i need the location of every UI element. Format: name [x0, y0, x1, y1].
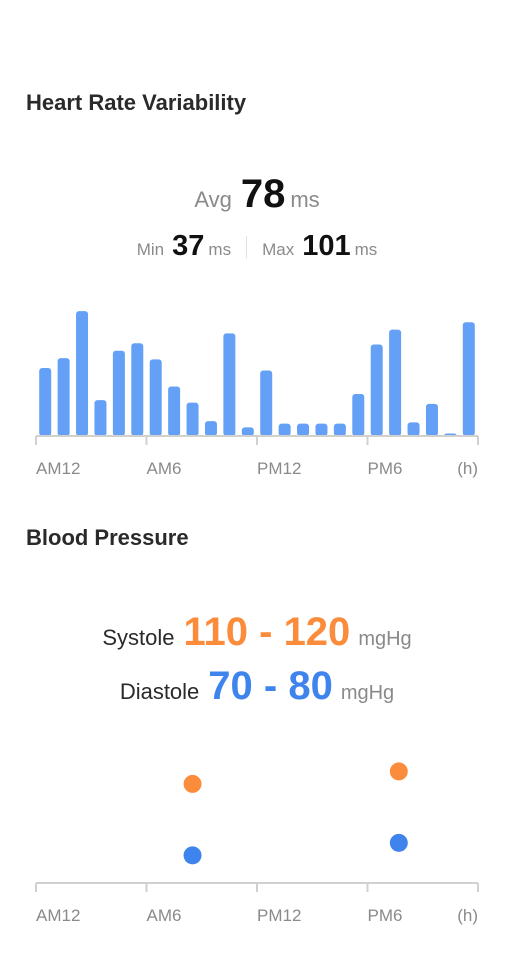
hrv-min-max: Min 37 ms Max 101 ms: [0, 230, 514, 263]
bp-section-title: Blood Pressure: [26, 525, 189, 550]
x-tick-label: AM6: [147, 906, 182, 925]
x-tick-label: PM12: [257, 459, 301, 478]
hrv-bar-chart: AM12 AM6 PM12 PM6 (h): [35, 311, 479, 478]
hrv-bar: [223, 333, 236, 436]
hrv-bar: [333, 423, 346, 436]
bp-point: [183, 846, 202, 865]
x-tick-label: PM6: [368, 459, 403, 478]
min-unit: ms: [208, 240, 232, 259]
hrv-bar: [186, 402, 199, 436]
hrv-bar: [131, 343, 144, 436]
hrv-bar: [112, 350, 125, 436]
diastole-row: Diastole 70 - 80 mgHg: [0, 664, 514, 709]
bp-point: [389, 762, 408, 781]
hrv-bar: [149, 359, 162, 436]
hrv-bar: [94, 400, 107, 436]
x-tick-label: AM12: [36, 459, 80, 478]
diastole-range: 70 - 80: [208, 664, 333, 708]
hrv-bar: [57, 358, 70, 436]
min-value: 37: [172, 230, 205, 262]
max-value: 101: [302, 230, 351, 262]
hrv-bar: [39, 368, 52, 436]
x-tick-label: AM6: [147, 459, 182, 478]
systole-row: Systole 110 - 120 mgHg: [0, 610, 514, 655]
x-tick-label: PM6: [368, 906, 403, 925]
x-tick-label: PM12: [257, 906, 301, 925]
diastole-label: Diastole: [119, 679, 200, 704]
max-label: Max: [262, 240, 295, 259]
systole-unit: mgHg: [358, 628, 412, 650]
hrv-bar: [297, 423, 310, 436]
min-max-divider: [246, 235, 248, 258]
hrv-bar: [425, 403, 438, 436]
hrv-bar: [260, 370, 273, 436]
systole-label: Systole: [102, 625, 175, 650]
hrv-bar: [168, 386, 181, 436]
systole-range: 110 - 120: [183, 610, 351, 654]
x-axis-unit-label: (h): [457, 906, 478, 925]
max-unit: ms: [354, 240, 378, 259]
bp-scatter-chart: AM12 AM6 PM12 PM6 (h): [35, 762, 479, 925]
avg-label: Avg: [194, 187, 232, 212]
hrv-bar: [352, 393, 365, 436]
min-label: Min: [136, 240, 165, 259]
diastole-unit: mgHg: [340, 682, 395, 704]
x-tick-label: AM12: [36, 906, 80, 925]
bp-point: [389, 833, 408, 852]
hrv-average: Avg 78 ms: [0, 172, 514, 217]
hrv-bar: [204, 421, 217, 436]
hrv-bar: [370, 344, 383, 436]
hrv-bar: [278, 423, 291, 436]
x-axis-unit-label: (h): [457, 459, 478, 478]
avg-value: 78: [240, 172, 286, 216]
hrv-bar: [76, 311, 89, 436]
hrv-bar: [241, 427, 254, 436]
hrv-bar: [389, 329, 402, 436]
avg-unit: ms: [290, 187, 320, 212]
bp-point: [183, 774, 202, 793]
hrv-bar: [407, 422, 420, 436]
hrv-bar: [462, 322, 475, 436]
hrv-section-title: Heart Rate Variability: [26, 90, 247, 115]
hrv-bar: [315, 423, 328, 436]
